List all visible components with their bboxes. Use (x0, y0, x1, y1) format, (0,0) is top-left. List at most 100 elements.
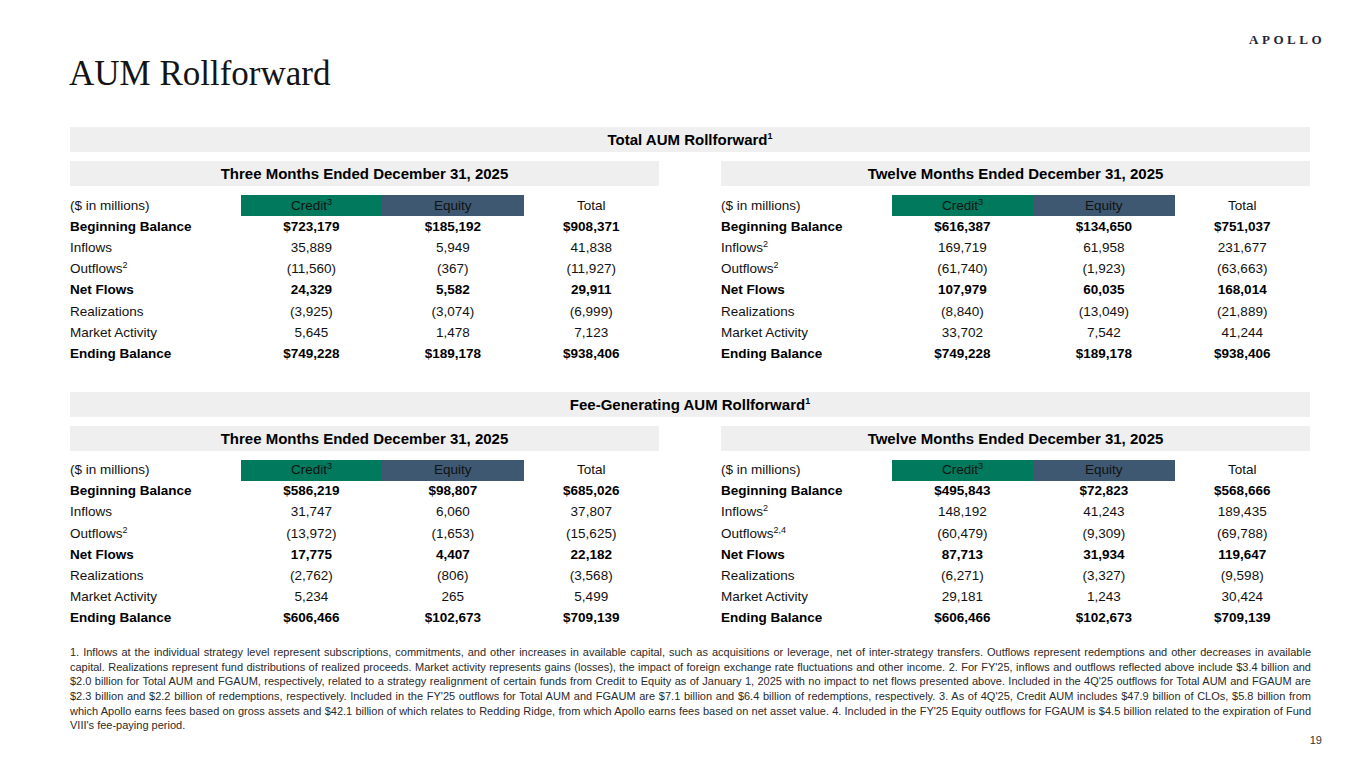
table-block: Three Months Ended December 31, 2025 ($ i… (70, 426, 659, 630)
cell-value: (6,271) (892, 565, 1033, 586)
cell-value: (1,923) (1033, 259, 1174, 280)
row-label: Market Activity (721, 322, 892, 343)
unit-label: ($ in millions) (721, 195, 892, 216)
table-row: Net Flows24,3295,58229,911 (70, 280, 659, 301)
cell-value: 24,329 (241, 280, 382, 301)
cell-value: 169,719 (892, 237, 1033, 258)
table-head: ($ in millions)Credit3EquityTotal (721, 195, 1310, 216)
table-body: Beginning Balance$495,843$72,823$568,666… (721, 481, 1310, 629)
cell-value: $685,026 (524, 481, 659, 502)
table-row: Ending Balance$749,228$189,178$938,406 (721, 343, 1310, 364)
cell-value: $98,807 (382, 481, 523, 502)
table-block: Twelve Months Ended December 31, 2025 ($ … (721, 161, 1310, 365)
superscript: 3 (327, 461, 332, 471)
table-block: Twelve Months Ended December 31, 2025($ … (721, 426, 1310, 630)
table-row: Inflows35,8895,94941,838 (70, 237, 659, 258)
superscript: 1 (805, 396, 810, 406)
row-label: Outflows2,4 (721, 523, 892, 544)
column-header-total: Total (1175, 460, 1310, 481)
row-label: Net Flows (70, 544, 241, 565)
cell-value: $102,673 (1033, 608, 1174, 629)
table-head: ($ in millions)Credit3EquityTotal (721, 460, 1310, 481)
table-row: Outflows2,4(60,479)(9,309)(69,788) (721, 523, 1310, 544)
row-label: Inflows2 (721, 502, 892, 523)
cell-value: 5,582 (382, 280, 523, 301)
table-row: Market Activity33,7027,54241,244 (721, 322, 1310, 343)
cell-value: (21,889) (1175, 301, 1310, 322)
cell-value: 31,747 (241, 502, 382, 523)
table-row: Beginning Balance$495,843$72,823$568,666 (721, 481, 1310, 502)
cell-value: (15,625) (524, 523, 659, 544)
cell-value: (3,925) (241, 301, 382, 322)
row-label: Outflows2 (70, 259, 241, 280)
superscript: 2 (123, 260, 128, 270)
table-row: Realizations(3,925)(3,074)(6,999) (70, 301, 659, 322)
cell-value: $908,371 (524, 216, 659, 237)
unit-label: ($ in millions) (721, 460, 892, 481)
column-header-equity: Equity (382, 195, 523, 216)
superscript: 3 (978, 196, 983, 206)
cell-value: 7,123 (524, 322, 659, 343)
row-label: Ending Balance (721, 343, 892, 364)
table-row: Beginning Balance$616,387$134,650$751,03… (721, 216, 1310, 237)
cell-value: (367) (382, 259, 523, 280)
unit-label: ($ in millions) (70, 460, 241, 481)
superscript: 2 (763, 503, 768, 513)
column-header-credit: Credit3 (241, 195, 382, 216)
cell-value: 6,060 (382, 502, 523, 523)
cell-value: (69,788) (1175, 523, 1310, 544)
cell-value: 41,244 (1175, 322, 1310, 343)
column-header-total: Total (1175, 195, 1310, 216)
superscript: 2 (123, 524, 128, 534)
table-row: Market Activity5,6451,4787,123 (70, 322, 659, 343)
table-row: Outflows2(11,560)(367)(11,927) (70, 259, 659, 280)
cell-value: (6,999) (524, 301, 659, 322)
cell-value: $189,178 (382, 343, 523, 364)
table-row: Ending Balance$606,466$102,673$709,139 (70, 608, 659, 629)
rollforward-table: ($ in millions)Credit3EquityTotalBeginni… (70, 460, 659, 630)
row-label: Realizations (70, 565, 241, 586)
table-head: ($ in millions)Credit3EquityTotal (70, 460, 659, 481)
row-label: Inflows (70, 237, 241, 258)
cell-value: 107,979 (892, 280, 1033, 301)
table-body: Beginning Balance$723,179$185,192$908,37… (70, 216, 659, 364)
table-row: Net Flows87,71331,934119,647 (721, 544, 1310, 565)
period-title: Twelve Months Ended December 31, 2025 (721, 161, 1310, 186)
table-row: Realizations(8,840)(13,049)(21,889) (721, 301, 1310, 322)
row-label: Realizations (721, 565, 892, 586)
cell-value: 148,192 (892, 502, 1033, 523)
column-header-equity: Equity (1033, 195, 1174, 216)
cell-value: $568,666 (1175, 481, 1310, 502)
cell-value: 31,934 (1033, 544, 1174, 565)
cell-value: (9,598) (1175, 565, 1310, 586)
table-row: Realizations(2,762)(806)(3,568) (70, 565, 659, 586)
cell-value: (3,568) (524, 565, 659, 586)
cell-value: $616,387 (892, 216, 1033, 237)
cell-value: 5,949 (382, 237, 523, 258)
cell-value: 189,435 (1175, 502, 1310, 523)
header-row: ($ in millions)Credit3EquityTotal (70, 195, 659, 216)
row-label: Beginning Balance (721, 216, 892, 237)
cell-value: (11,560) (241, 259, 382, 280)
cell-value: (2,762) (241, 565, 382, 586)
cell-value: 119,647 (1175, 544, 1310, 565)
cell-value: 60,035 (1033, 280, 1174, 301)
cell-value: $134,650 (1033, 216, 1174, 237)
cell-value: 4,407 (382, 544, 523, 565)
page-number: 19 (1310, 734, 1322, 746)
row-label: Market Activity (70, 322, 241, 343)
table-row: Beginning Balance$586,219$98,807$685,026 (70, 481, 659, 502)
row-label: Inflows (70, 502, 241, 523)
cell-value: 41,838 (524, 237, 659, 258)
table-row: Ending Balance$749,228$189,178$938,406 (70, 343, 659, 364)
column-header-total: Total (524, 195, 659, 216)
cell-value: 168,014 (1175, 280, 1310, 301)
cell-value: (1,653) (382, 523, 523, 544)
table-row: Beginning Balance$723,179$185,192$908,37… (70, 216, 659, 237)
table-row: Inflows2169,71961,958231,677 (721, 237, 1310, 258)
period-title: Three Months Ended December 31, 2025 (70, 426, 659, 451)
column-header-total: Total (524, 460, 659, 481)
cell-value: (3,327) (1033, 565, 1174, 586)
cell-value: 22,182 (524, 544, 659, 565)
cell-value: $723,179 (241, 216, 382, 237)
